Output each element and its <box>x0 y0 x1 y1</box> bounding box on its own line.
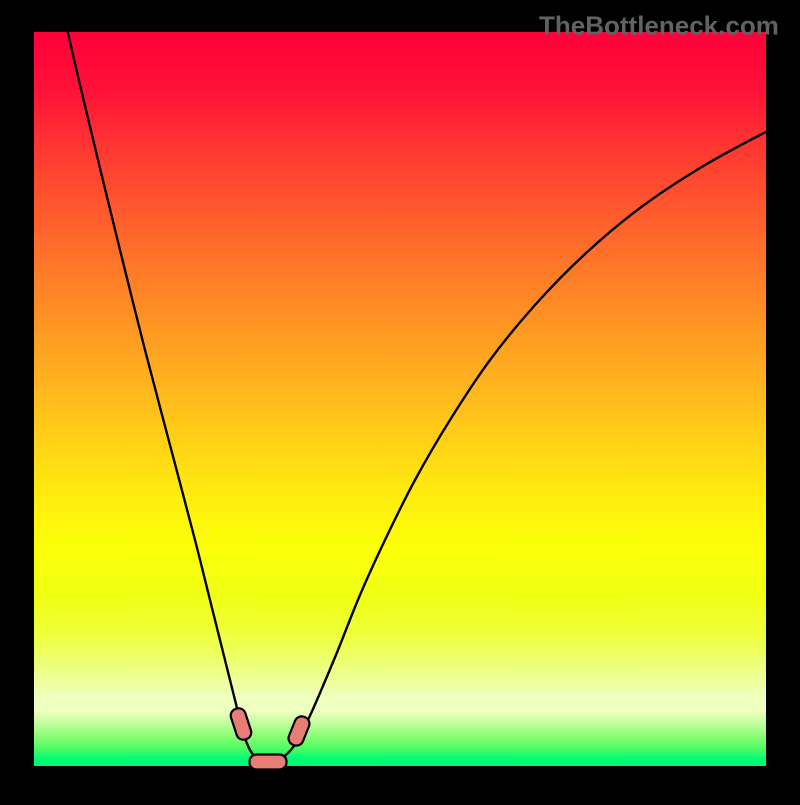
bottleneck-chart <box>0 0 800 800</box>
plot-area <box>34 32 766 766</box>
marker-bottom <box>250 755 287 770</box>
watermark-text: TheBottleneck.com <box>539 11 779 42</box>
